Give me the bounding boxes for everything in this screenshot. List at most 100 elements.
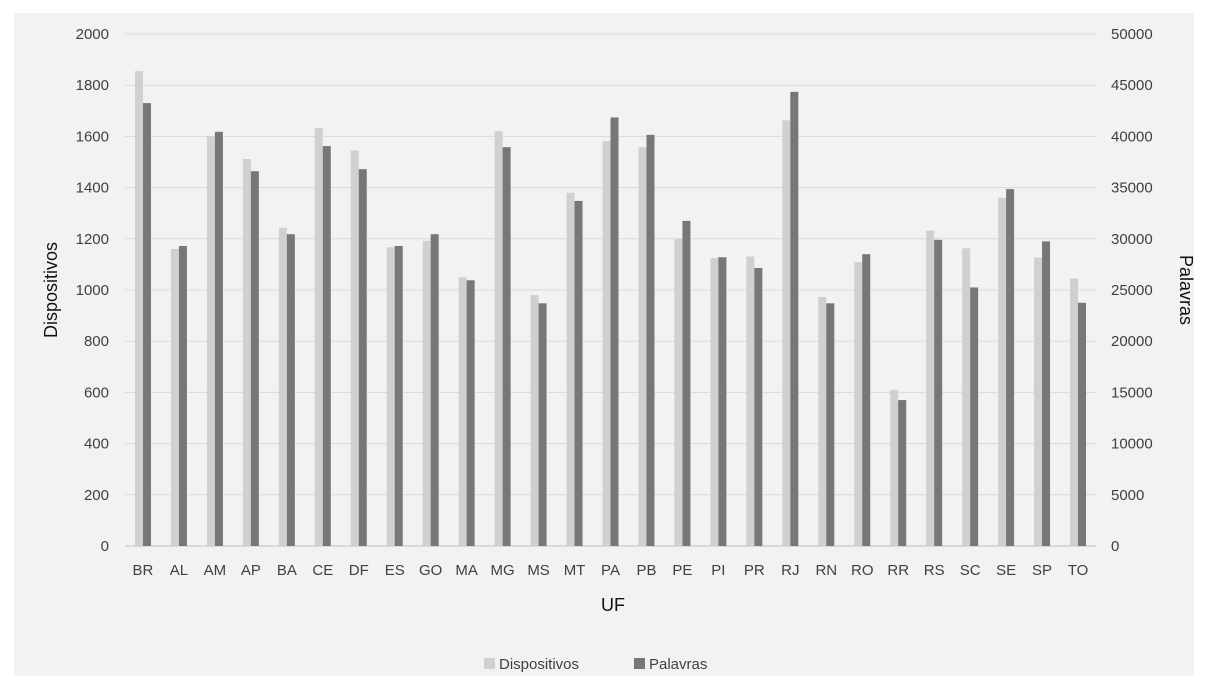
bar-dispositivos-sp	[1034, 257, 1043, 546]
category-label-rj: RJ	[781, 562, 799, 579]
category-label-go: GO	[419, 562, 442, 579]
left-tick-label: 1000	[76, 282, 109, 299]
right-tick-label: 50000	[1111, 26, 1153, 43]
right-tick-label: 45000	[1111, 77, 1153, 94]
bar-dispositivos-to	[1070, 278, 1079, 546]
bar-dispositivos-pr	[746, 256, 755, 546]
right-tick-label: 35000	[1111, 180, 1153, 197]
legend: Dispositivos Palavras	[484, 656, 707, 673]
legend-swatch-dispositivos	[484, 658, 495, 669]
bar-palavras-pb	[646, 134, 655, 546]
bar-palavras-pi	[718, 257, 727, 546]
bar-dispositivos-rr	[890, 389, 899, 546]
bar-palavras-ro	[862, 254, 871, 546]
left-tick-label: 1600	[76, 128, 109, 145]
category-label-al: AL	[170, 562, 188, 579]
bar-palavras-mg	[502, 147, 511, 547]
category-label-es: ES	[385, 562, 405, 579]
left-tick-label: 800	[84, 333, 109, 350]
category-label-sc: SC	[960, 562, 981, 579]
bar-dispositivos-go	[422, 240, 431, 546]
bar-dispositivos-ap	[242, 158, 251, 547]
left-tick-label: 400	[84, 436, 109, 453]
category-label-mt: MT	[564, 562, 586, 579]
category-labels: BR AL AM AP BA CE DF ES GO MA MG MS MT PA PB PE PI PR RJ RN…	[133, 562, 1089, 579]
category-label-rn: RN	[815, 562, 837, 579]
bars	[134, 71, 1087, 547]
left-tick-label: 200	[84, 487, 109, 504]
y-axis-title-left: Dispositivos	[41, 242, 61, 338]
left-tick-label: 600	[84, 384, 109, 401]
right-tick-label: 15000	[1111, 384, 1153, 401]
category-label-rs: RS	[924, 562, 945, 579]
bar-palavras-sp	[1042, 241, 1051, 547]
category-label-pe: PE	[672, 562, 692, 579]
right-tick-label: 10000	[1111, 436, 1153, 453]
bar-palavras-sc	[970, 287, 979, 546]
right-tick-label: 0	[1111, 538, 1119, 555]
bar-palavras-es	[394, 245, 403, 546]
bar-palavras-pa	[610, 117, 619, 547]
bar-palavras-mt	[574, 200, 583, 547]
category-label-br: BR	[133, 562, 154, 579]
category-label-rr: RR	[887, 562, 909, 579]
category-label-se: SE	[996, 562, 1016, 579]
category-label-ms: MS	[527, 562, 550, 579]
bar-palavras-go	[430, 234, 439, 546]
left-tick-label: 1800	[76, 77, 109, 94]
bar-dispositivos-ms	[530, 295, 539, 546]
bar-palavras-df	[358, 169, 367, 546]
bar-dispositivos-mg	[494, 131, 503, 546]
category-label-ba: BA	[277, 562, 297, 579]
bar-palavras-rr	[898, 400, 907, 546]
right-tick-label: 40000	[1111, 128, 1153, 145]
category-label-pr: PR	[744, 562, 765, 579]
right-axis-ticks: 0 5000 10000 15000 20000 25000 30000 35000 40000…	[1111, 26, 1153, 555]
category-label-df: DF	[349, 562, 369, 579]
right-tick-label: 25000	[1111, 282, 1153, 299]
right-tick-label: 30000	[1111, 231, 1153, 248]
category-label-ma: MA	[455, 562, 478, 579]
bar-palavras-ms	[538, 303, 547, 546]
legend-label-dispositivos: Dispositivos	[499, 656, 579, 673]
bar-palavras-am	[214, 131, 223, 547]
bar-dispositivos-pe	[674, 239, 683, 546]
left-tick-label: 0	[101, 538, 109, 555]
bar-palavras-pr	[754, 267, 763, 546]
bar-dispositivos-am	[206, 136, 215, 546]
bar-dispositivos-sc	[962, 248, 971, 546]
bar-dispositivos-ro	[854, 262, 863, 546]
bar-dispositivos-pa	[602, 141, 611, 546]
category-label-pa: PA	[601, 562, 620, 579]
bar-dispositivos-rj	[782, 120, 791, 546]
left-tick-label: 1200	[76, 231, 109, 248]
bar-dispositivos-mt	[566, 192, 575, 546]
bar-palavras-al	[178, 245, 187, 546]
bar-palavras-pe	[682, 220, 691, 546]
bar-palavras-rs	[934, 239, 943, 546]
category-label-ap: AP	[241, 562, 261, 579]
bar-palavras-ba	[286, 234, 295, 546]
y-axis-title-right: Palavras	[1176, 255, 1196, 325]
left-tick-label: 2000	[76, 26, 109, 43]
bar-palavras-ce	[322, 146, 331, 547]
bar-palavras-br	[142, 103, 151, 547]
bar-dispositivos-br	[134, 71, 143, 547]
legend-swatch-palavras	[634, 658, 645, 669]
category-label-ce: CE	[312, 562, 333, 579]
category-label-mg: MG	[491, 562, 515, 579]
category-label-pb: PB	[636, 562, 656, 579]
bar-palavras-se	[1006, 189, 1015, 547]
category-label-sp: SP	[1032, 562, 1052, 579]
right-tick-label: 5000	[1111, 487, 1144, 504]
right-tick-label: 20000	[1111, 333, 1153, 350]
bar-dispositivos-es	[386, 247, 395, 547]
bar-dispositivos-al	[170, 249, 179, 547]
bar-palavras-ap	[250, 171, 259, 546]
category-label-am: AM	[204, 562, 227, 579]
bar-palavras-rn	[826, 303, 835, 546]
category-label-to: TO	[1068, 562, 1089, 579]
x-axis-title: UF	[601, 595, 625, 615]
category-label-pi: PI	[711, 562, 725, 579]
